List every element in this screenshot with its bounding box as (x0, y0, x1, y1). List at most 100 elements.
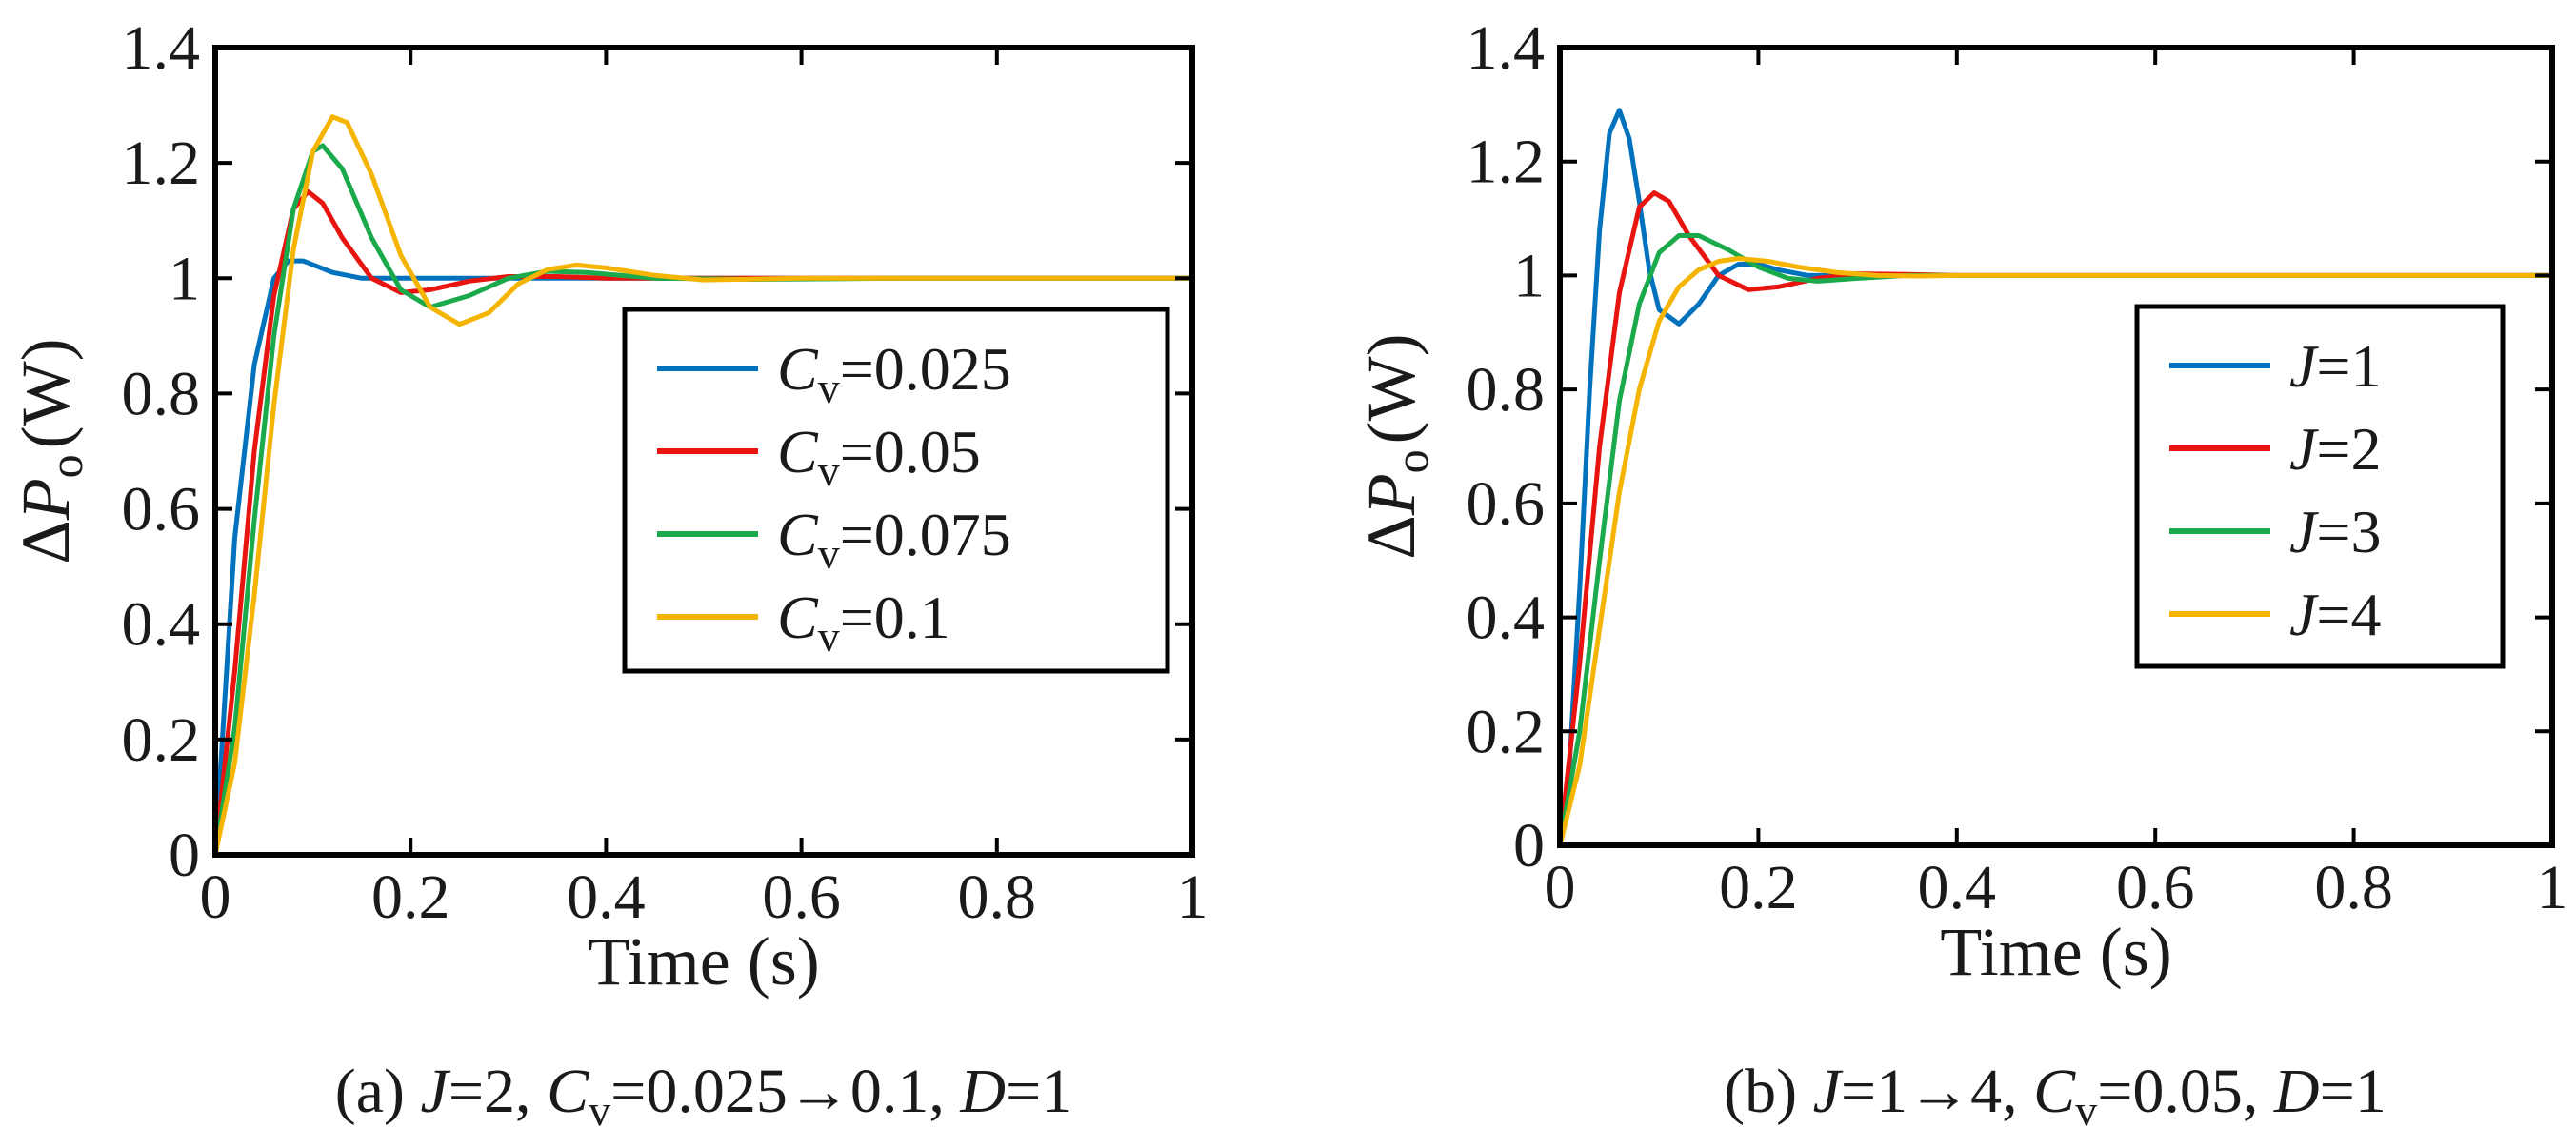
legend-entry-1: Cv=0.025 (777, 335, 1011, 412)
caption-symbol-d: D (2273, 1057, 2320, 1126)
legend-subscript: v (818, 364, 840, 412)
y-tick-label: 0.8 (1467, 355, 1546, 425)
series-line-4 (1560, 256, 2552, 845)
panel-caption: (b) J=1→4, Cv=0.05, D=1 (1724, 1057, 2386, 1135)
y-tick-label: 0.6 (1467, 469, 1546, 539)
legend-entry-2: J=2 (2289, 415, 2382, 483)
y-tick-label: 1 (1513, 241, 1545, 310)
x-tick-label: 0 (1545, 853, 1576, 922)
legend-value: =3 (2316, 498, 2381, 565)
y-axis-label: ΔPo (W) (8, 338, 92, 564)
y-tick-label: 0.2 (122, 705, 201, 775)
caption-part: =1 (2320, 1057, 2386, 1126)
legend-subscript: v (818, 612, 840, 661)
y-axis-label: ΔPo (W) (1353, 333, 1438, 559)
y-tick-label: 0.6 (122, 475, 201, 544)
series-line-2 (215, 188, 1192, 855)
y-tick-label: 0.2 (1467, 697, 1546, 766)
legend-entry-4: J=4 (2289, 581, 2382, 648)
chart-panel-b: 0 0.2 0.4 0.6 0.8 1 0 0.2 0.4 0.6 0.8 1 1.2 1.4 Time (… (1353, 13, 2568, 1135)
y-label-unit: (W) (8, 338, 84, 448)
chart-panel-a: 0 0.2 0.4 0.6 0.8 1 0 0.2 0.4 0.6 0.8 1 1.2 1.4 Time (… (8, 13, 1208, 1135)
legend-symbol: C (777, 335, 819, 403)
series-line-1 (1560, 108, 2552, 845)
x-axis-label: Time (s) (1940, 914, 2171, 990)
legend-entry-4: Cv=0.1 (777, 584, 950, 661)
y-label-subscript: o (39, 454, 92, 478)
y-tick-label: 1.4 (122, 13, 201, 83)
x-tick-label: 0.8 (958, 862, 1037, 932)
axes-frame (1557, 45, 2555, 848)
caption-part: =0.05, (2097, 1057, 2274, 1126)
legend: J=1J=2J=3J=4 (2134, 304, 2506, 669)
legend-value: =4 (2316, 581, 2381, 648)
y-tick-label: 1.2 (122, 129, 201, 198)
x-tick-label: 0.4 (1918, 853, 1997, 922)
y-label-delta: Δ (1353, 515, 1429, 559)
legend-value: =2 (2316, 415, 2381, 483)
caption-part: (a) (335, 1057, 421, 1126)
series-line-3 (215, 143, 1192, 855)
caption-symbol-d: D (959, 1057, 1006, 1126)
y-tick-label: 0 (169, 821, 200, 890)
legend-value: =0.05 (840, 418, 981, 485)
caption-part: =0.025→0.1, (610, 1057, 960, 1126)
legend-symbol: J (2289, 415, 2319, 483)
legend-symbol: J (2289, 332, 2319, 400)
y-label-subscript: o (1385, 449, 1438, 473)
series-lines (1560, 108, 2552, 845)
legend-value: =0.075 (840, 501, 1011, 568)
legend-value: =1 (2316, 332, 2381, 400)
series-lines (215, 114, 1192, 855)
y-tick-label: 1.2 (1467, 128, 1546, 197)
y-tick-label: 1.4 (1467, 13, 1546, 83)
legend-entry-1: J=1 (2289, 332, 2382, 400)
legend-subscript: v (818, 529, 840, 578)
y-label-symbol: P (8, 478, 84, 521)
y-tick-label: 0.4 (1467, 584, 1546, 653)
caption-subscript: v (589, 1086, 610, 1135)
caption-part: =1→4, (1841, 1057, 2033, 1126)
x-tick-label: 0.6 (2116, 853, 2195, 922)
x-tick-label: 0.8 (2314, 853, 2393, 922)
caption-symbol-c: C (2033, 1057, 2076, 1126)
caption-part: =1 (1006, 1057, 1072, 1126)
legend-subscript: v (818, 446, 840, 495)
legend-entry-3: Cv=0.075 (777, 501, 1011, 578)
legend-value: =0.025 (840, 335, 1011, 403)
axes-frame (212, 45, 1195, 858)
x-tick-label: 0.6 (762, 862, 841, 932)
legend-symbol: J (2289, 498, 2319, 565)
legend-symbol: C (777, 418, 819, 485)
y-label-delta: Δ (8, 520, 84, 564)
x-tick-label: 0.2 (371, 862, 450, 932)
x-tick-label: 1 (1177, 862, 1208, 932)
caption-part: (b) (1724, 1057, 1812, 1126)
y-label-symbol: P (1353, 473, 1429, 516)
caption-subscript: v (2075, 1086, 2097, 1135)
y-label-unit: (W) (1353, 333, 1429, 444)
panel-caption: (a) J=2, Cv=0.025→0.1, D=1 (335, 1057, 1072, 1135)
y-tick-label: 0.4 (122, 590, 201, 660)
legend-symbol: J (2289, 581, 2319, 648)
y-tick-label: 0.8 (122, 359, 201, 428)
x-tick-label: 0.4 (567, 862, 646, 932)
legend-entry-3: J=3 (2289, 498, 2382, 565)
x-tick-label: 0 (200, 862, 231, 932)
caption-symbol-c: C (547, 1057, 589, 1126)
x-tick-label: 1 (2537, 853, 2568, 922)
legend-symbol: C (777, 501, 819, 568)
x-axis-label: Time (s) (588, 923, 819, 1000)
series-line-4 (215, 114, 1192, 855)
caption-part: =2, (449, 1057, 547, 1126)
y-tick-label: 0 (1513, 811, 1545, 881)
caption-symbol-j: J (1813, 1057, 1844, 1126)
legend-value: =0.1 (840, 584, 950, 651)
y-tick-label: 1 (169, 244, 200, 313)
x-tick-label: 0.2 (1719, 853, 1798, 922)
legend-symbol: C (777, 584, 819, 651)
caption-symbol-j: J (421, 1057, 451, 1126)
legend-entry-2: Cv=0.05 (777, 418, 981, 495)
